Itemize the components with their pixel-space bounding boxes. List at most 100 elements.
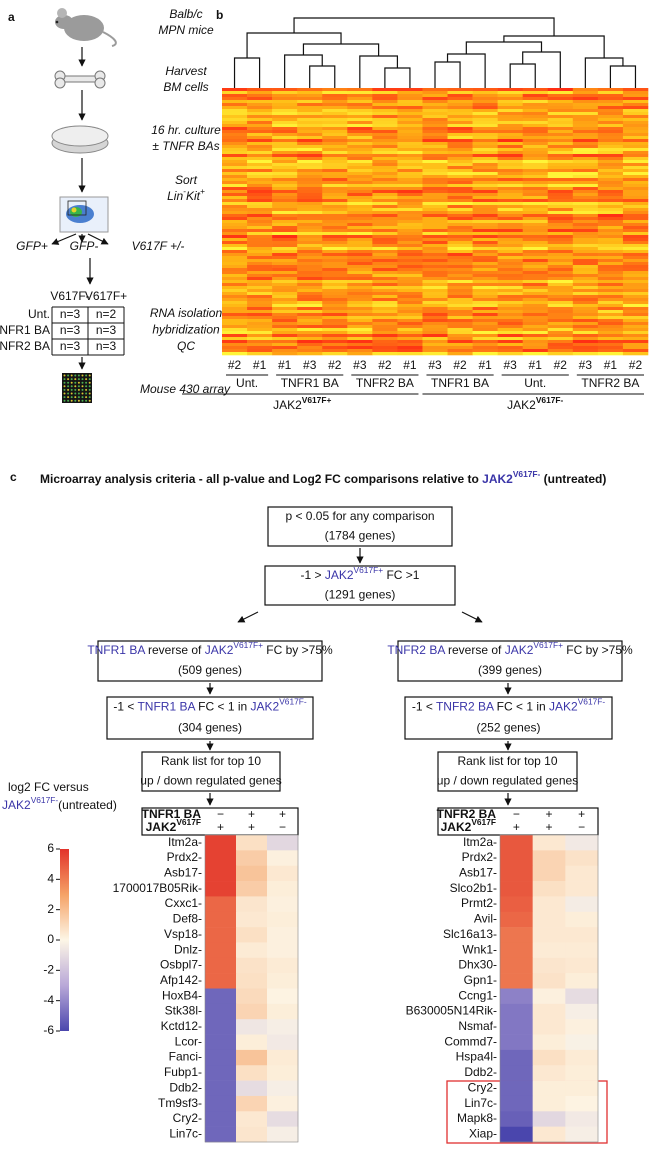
heatmap-cell xyxy=(247,115,273,119)
heatmap-cell xyxy=(597,280,624,284)
heatmap-cell xyxy=(447,304,473,308)
sample-label: #2 xyxy=(378,358,392,372)
heatmap-cell xyxy=(322,232,348,236)
condition-sign: − xyxy=(217,807,224,821)
heatmap-cell xyxy=(447,232,473,236)
heatmap-cell xyxy=(372,163,398,167)
heatmap-cell xyxy=(397,184,423,188)
heatmap-cell xyxy=(422,304,448,308)
gene-label: Kctd12- xyxy=(161,1019,202,1033)
heatmap-cell xyxy=(297,181,323,185)
heatmap-cell xyxy=(547,349,574,353)
heatmap-cell xyxy=(272,121,298,125)
heatmap-cell xyxy=(297,226,323,230)
heatmap-cell xyxy=(597,292,624,296)
heatmap-cell xyxy=(422,301,448,305)
heatmap-cell xyxy=(272,223,298,227)
fc-cell xyxy=(565,835,599,851)
fc-cell xyxy=(267,942,299,959)
heatmap-cell xyxy=(472,199,498,203)
fc-cell xyxy=(236,927,268,943)
heatmap-cell xyxy=(422,223,448,227)
heatmap-cell xyxy=(272,103,298,107)
array-spot xyxy=(77,381,80,384)
heatmap-cell xyxy=(622,220,649,224)
heatmap-cell xyxy=(322,112,348,116)
heatmap-cell xyxy=(222,304,248,308)
heatmap-cell xyxy=(247,286,273,290)
heatmap-cell xyxy=(472,175,498,179)
dendrogram-link xyxy=(293,17,555,36)
heatmap-cell xyxy=(247,130,273,134)
sample-label: #1 xyxy=(478,358,492,372)
heatmap-cell xyxy=(347,199,373,203)
heatmap-cell xyxy=(447,337,473,341)
genotype-label: V617F +/- xyxy=(132,239,185,253)
dendrogram-link xyxy=(359,55,399,88)
heatmap-cell xyxy=(522,88,549,92)
heatmap-cell xyxy=(322,181,348,185)
heatmap-cell xyxy=(547,265,574,269)
heatmap-cell xyxy=(497,100,524,104)
heatmap-cell xyxy=(497,187,524,191)
heatmap-cell xyxy=(472,211,498,215)
array-spot xyxy=(63,378,66,381)
heatmap-cell xyxy=(272,328,298,332)
text-segment: V617F- xyxy=(578,697,606,707)
heatmap-cell xyxy=(472,268,498,272)
heatmap-cell xyxy=(247,166,273,170)
heatmap-cell xyxy=(272,301,298,305)
fc-cell xyxy=(532,988,566,1005)
heatmap-cell xyxy=(447,202,473,206)
fc-cell xyxy=(532,850,566,866)
heatmap-cell xyxy=(522,259,549,263)
sample-label: #3 xyxy=(579,358,593,372)
heatmap-cell xyxy=(572,136,599,140)
heatmap-cell xyxy=(522,295,549,299)
heatmap-cell xyxy=(272,199,298,203)
heatmap-cell xyxy=(622,142,649,146)
heatmap-cell xyxy=(447,340,473,344)
heatmap-cell xyxy=(247,319,273,323)
array-spot xyxy=(77,388,80,391)
heatmap-cell xyxy=(297,268,323,272)
heatmap-cell xyxy=(497,253,524,257)
heatmap-cell xyxy=(322,163,348,167)
heatmap-cell xyxy=(397,211,423,215)
heatmap-cell xyxy=(472,334,498,338)
heatmap-cell xyxy=(222,151,248,155)
heatmap-cell xyxy=(347,262,373,266)
heatmap-cell xyxy=(347,133,373,137)
fc-cell xyxy=(500,1080,533,1097)
heatmap-cell xyxy=(347,226,373,230)
heatmap-cell xyxy=(497,199,524,203)
heatmap-cell xyxy=(247,289,273,293)
heatmap-cell xyxy=(622,211,649,215)
gene-label: Vsp18- xyxy=(164,927,202,941)
heatmap-cell xyxy=(222,292,248,296)
gene-label: Asb17- xyxy=(164,866,202,880)
heatmap-cell xyxy=(572,100,599,104)
heatmap-cell xyxy=(422,268,448,272)
fc-cell xyxy=(532,1003,566,1020)
heatmap-cell xyxy=(322,175,348,179)
gene-label: Dhx30- xyxy=(458,958,497,972)
heatmap-cell xyxy=(447,175,473,179)
heatmap-cell xyxy=(222,100,248,104)
heatmap-cell xyxy=(622,115,649,119)
heatmap-cell xyxy=(572,259,599,263)
heatmap-cell xyxy=(597,148,624,152)
heatmap-cell xyxy=(247,295,273,299)
text-segment: -1 < xyxy=(113,700,137,714)
heatmap-cell xyxy=(247,211,273,215)
heatmap-cell xyxy=(397,286,423,290)
heatmap-cell xyxy=(297,277,323,281)
heatmap-cell xyxy=(297,337,323,341)
heatmap-cell xyxy=(547,334,574,338)
heatmap-cell xyxy=(622,229,649,233)
heatmap-cell xyxy=(272,313,298,317)
fc-cell xyxy=(532,881,566,897)
heatmap-cell xyxy=(622,166,649,170)
flow-text: up / down regulated genes xyxy=(140,773,281,787)
heatmap-cell xyxy=(422,187,448,191)
